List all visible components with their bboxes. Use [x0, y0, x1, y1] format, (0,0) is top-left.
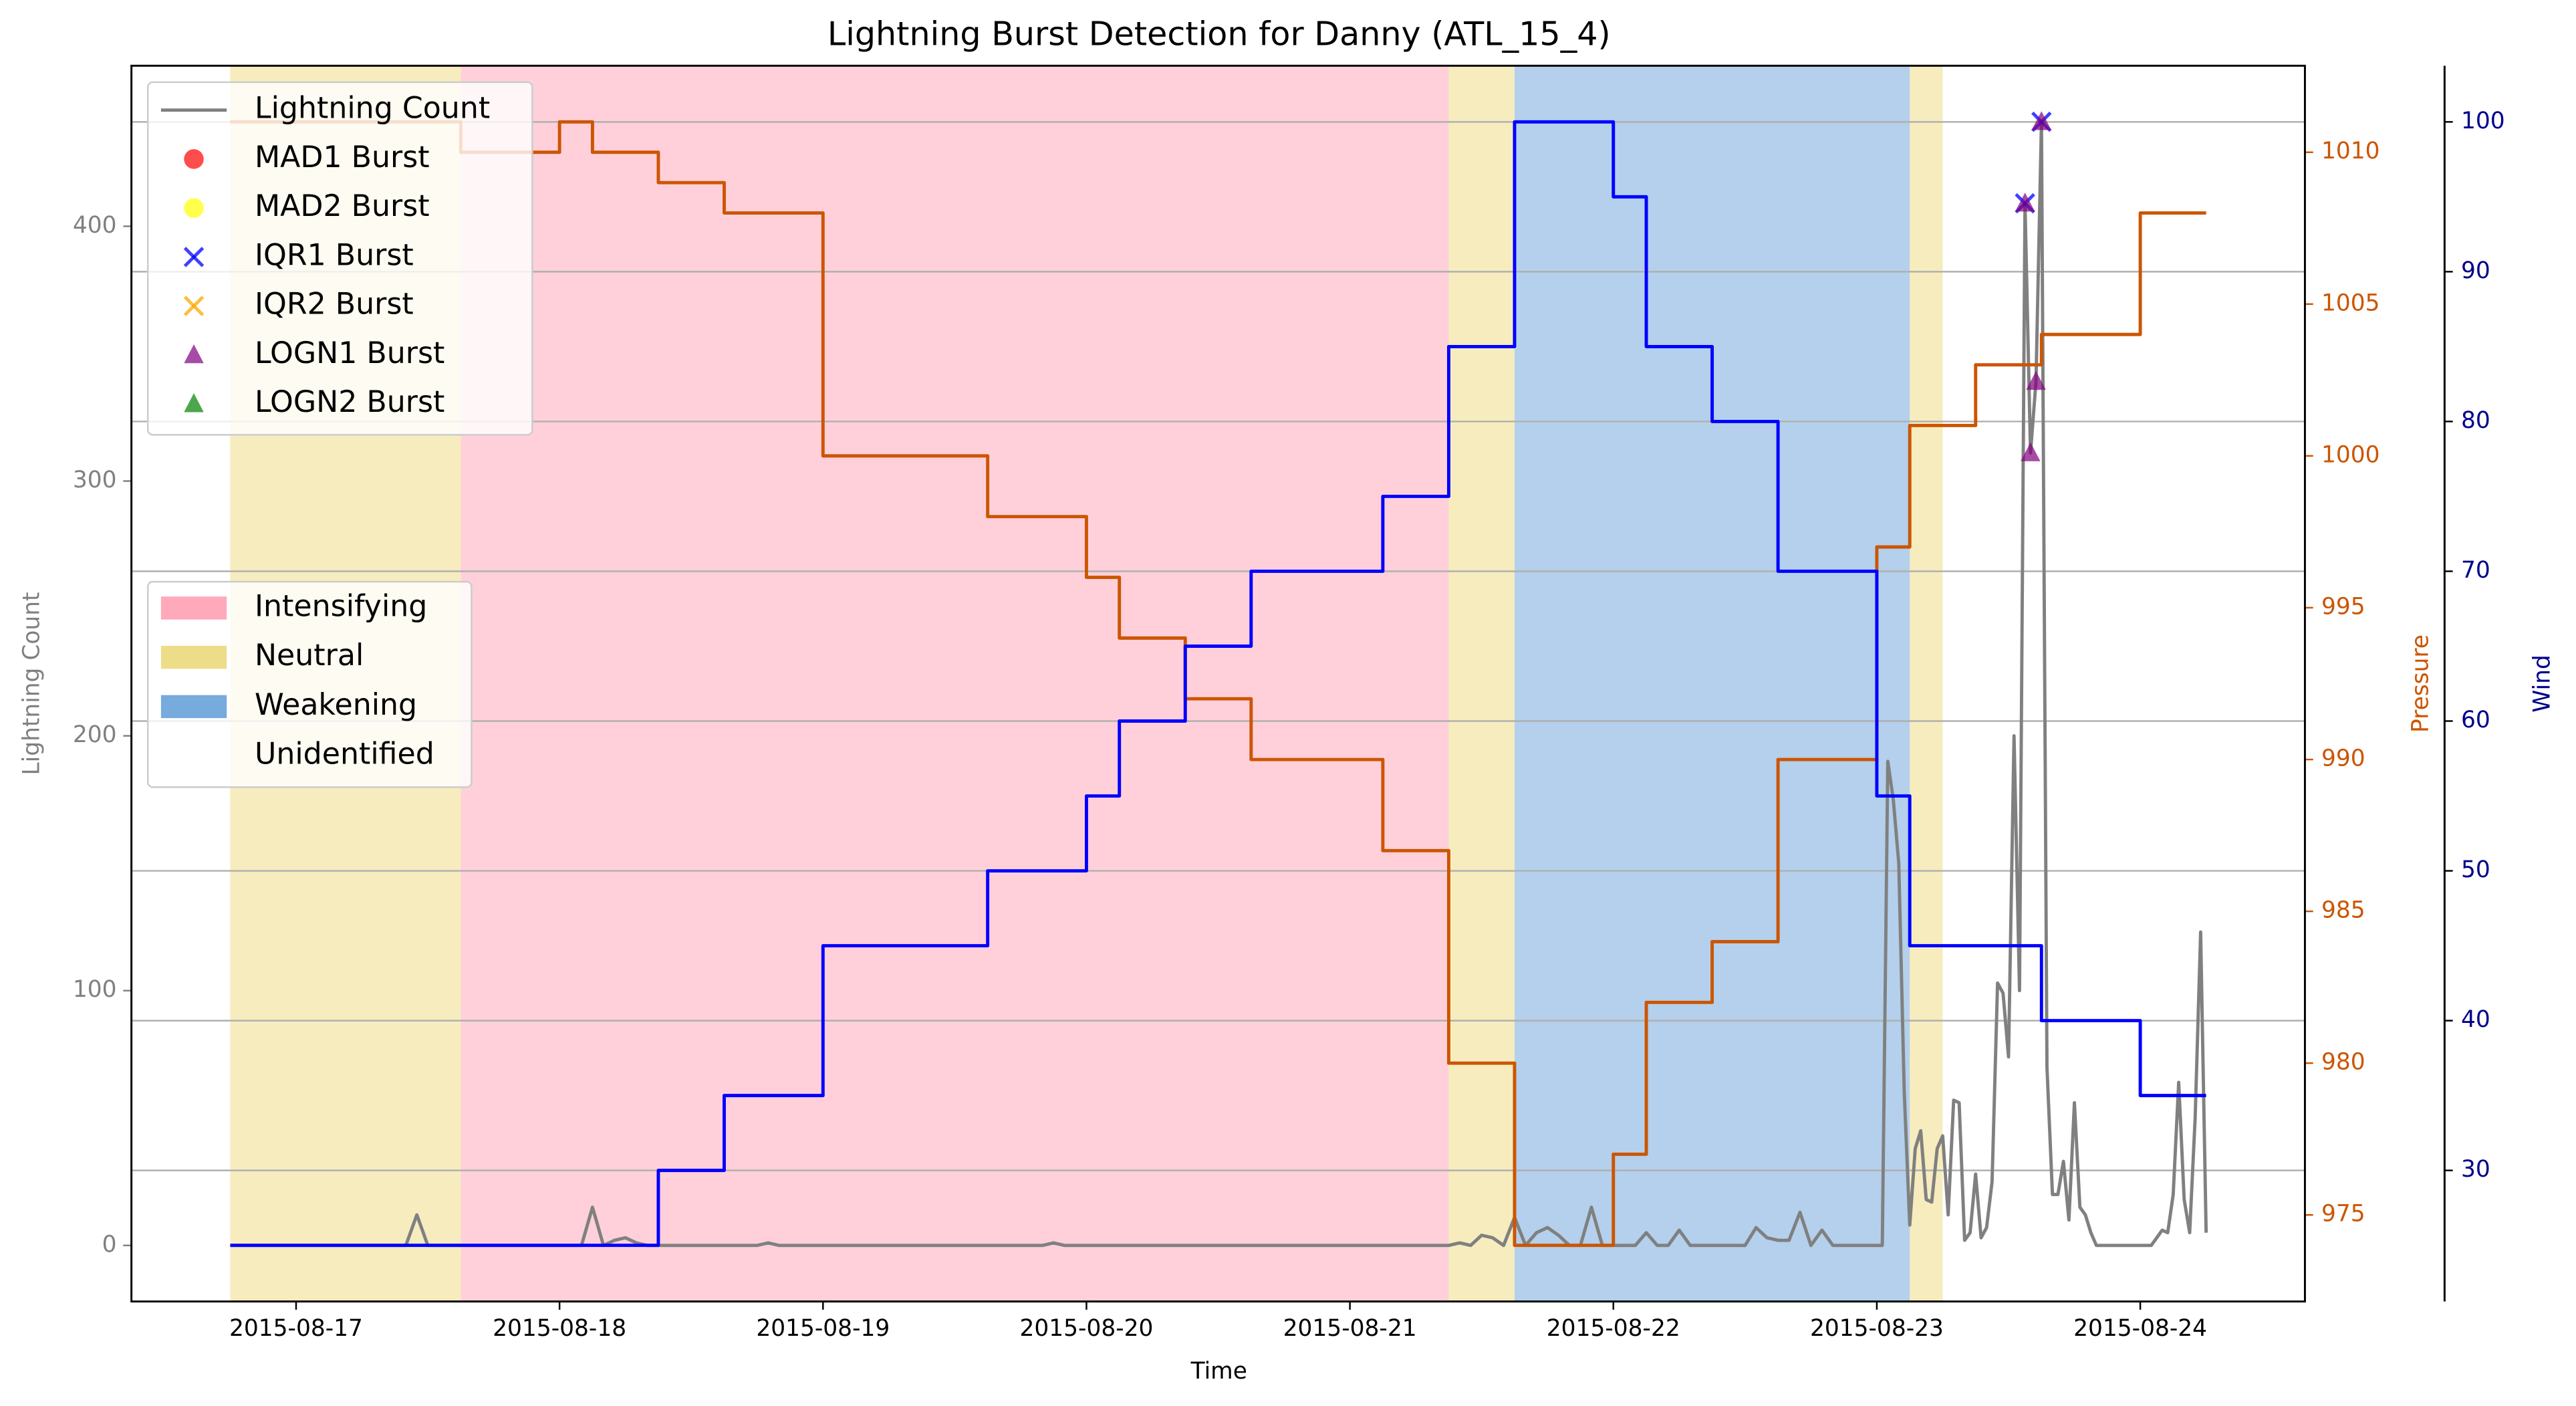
axes: 0 100 200 300 400 975 980 985 990 995 1000 1005 1010…	[73, 64, 2505, 1342]
legend-label: LOGN2 Burst	[255, 385, 444, 419]
legend-label: Unidentified	[255, 737, 434, 772]
y3-tick-label: 70	[2461, 557, 2490, 584]
y3-tick-label: 30	[2461, 1156, 2490, 1183]
legend-label: Intensifying	[255, 589, 427, 623]
y2-tick-label: 985	[2321, 897, 2365, 924]
y-tick-label: 100	[73, 976, 117, 1003]
data-line	[230, 120, 2208, 1248]
marker-stroke	[183, 296, 205, 316]
burst-marker	[2026, 370, 2046, 390]
legend-swatch	[160, 695, 227, 719]
legend: Lightning Count MAD1 Burst MAD2 Burst IQR1 …	[146, 81, 533, 788]
region-span	[1448, 66, 1515, 1302]
legend-swatch	[160, 645, 227, 669]
legend-label: Neutral	[255, 638, 364, 673]
region-span	[1514, 66, 1910, 1302]
y2-tick-label: 975	[2321, 1201, 2365, 1227]
legend-swatch	[183, 247, 205, 267]
x-tick-label: 2015-08-17	[229, 1315, 363, 1342]
x-tick-label: 2015-08-23	[1810, 1315, 1944, 1342]
y-tick-label: 400	[73, 212, 117, 239]
y2-tick-label: 1010	[2321, 138, 2380, 164]
chart-title: Lightning Burst Detection for Danny (ATL…	[827, 15, 1611, 53]
legend-swatch	[183, 296, 205, 316]
x-tick-label: 2015-08-18	[493, 1315, 626, 1342]
region-span	[461, 66, 1449, 1302]
y2-tick-label: 990	[2321, 745, 2365, 772]
x-tick-label: 2015-08-20	[1019, 1315, 1153, 1342]
y3-tick-label: 60	[2461, 707, 2490, 733]
legend-label: IQR1 Burst	[255, 238, 414, 272]
y2-tick-label: 1000	[2321, 441, 2380, 468]
y-tick-label: 300	[73, 467, 117, 493]
step-line	[230, 120, 2206, 1248]
legend-label: IQR2 Burst	[255, 287, 414, 322]
y2-axis-label: Pressure	[2407, 634, 2434, 733]
y2-tick-label: 980	[2321, 1049, 2365, 1076]
burst-marker	[2015, 193, 2035, 212]
legend-label: Weakening	[255, 688, 417, 722]
marker-stroke	[183, 247, 205, 267]
y3-tick-label: 40	[2461, 1006, 2490, 1033]
y-tick-label: 200	[73, 721, 117, 748]
legend-swatch	[184, 393, 204, 413]
legend-label: LOGN1 Burst	[255, 336, 444, 370]
x-tick-label: 2015-08-21	[1283, 1315, 1417, 1342]
y3-axis-label: Wind	[2529, 655, 2555, 712]
legend-box	[146, 580, 473, 788]
lines	[230, 111, 2208, 1248]
plot-frame	[130, 64, 2306, 1303]
step-line	[230, 120, 2206, 1248]
y2-tick-label: 995	[2321, 593, 2365, 620]
legend-swatch	[160, 596, 227, 620]
burst-marker	[2031, 111, 2052, 130]
y-axis-label: Lightning Count	[19, 592, 45, 775]
legend-label: MAD2 Burst	[255, 189, 430, 223]
x-tick-label: 2015-08-19	[756, 1315, 890, 1342]
legend-label: MAD1 Burst	[255, 140, 430, 174]
legend-swatch	[184, 344, 204, 364]
y3-tick-label: 100	[2461, 108, 2505, 134]
legend-swatch	[184, 198, 204, 218]
y3-tick-label: 50	[2461, 856, 2490, 883]
y2-tick-label: 1005	[2321, 289, 2380, 316]
burst-marker	[2021, 442, 2041, 461]
legend-swatch	[160, 744, 227, 768]
x-tick-label: 2015-08-24	[2073, 1315, 2207, 1342]
region-span	[1910, 66, 1943, 1302]
legend-box	[146, 81, 533, 436]
legend-swatch	[184, 149, 204, 169]
x-axis-label: Time	[1190, 1358, 1247, 1385]
x-tick-label: 2015-08-22	[1547, 1315, 1680, 1342]
legend-label: Lightning Count	[255, 92, 490, 126]
y-tick-label: 0	[102, 1231, 117, 1258]
y3-tick-label: 90	[2461, 257, 2490, 284]
y3-tick-label: 80	[2461, 407, 2490, 434]
